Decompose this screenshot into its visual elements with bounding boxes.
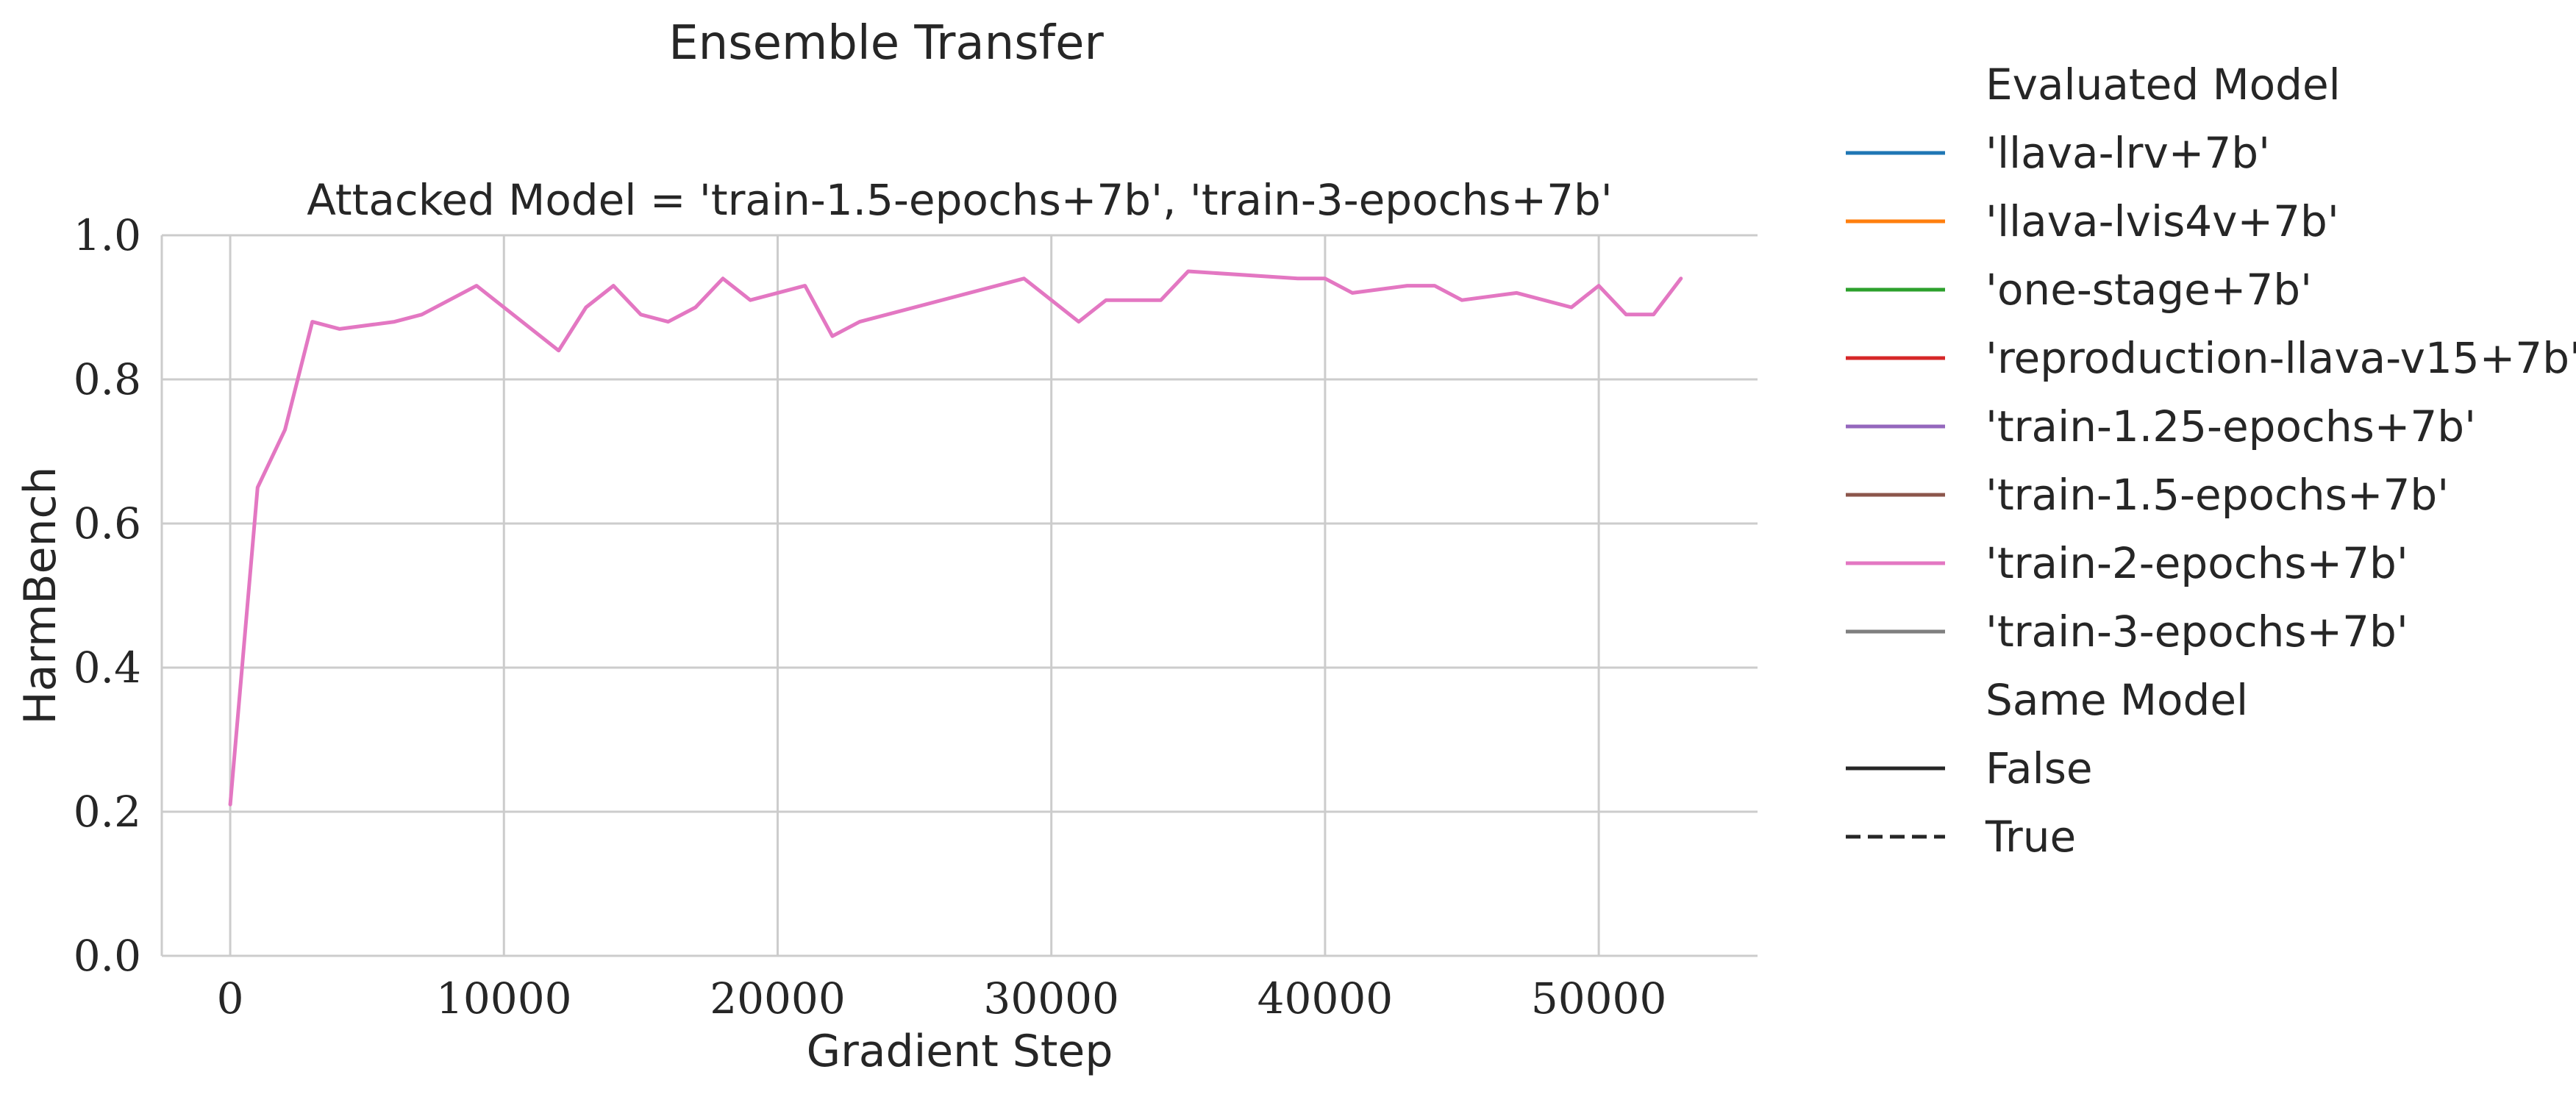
legend-label: 'one-stage+7b' bbox=[1985, 265, 2312, 315]
legend-label: 'train-1.25-epochs+7b' bbox=[1985, 401, 2476, 451]
legend-item: 'train-1.25-epochs+7b' bbox=[1846, 401, 2476, 451]
y-axis-label: HarmBench bbox=[15, 466, 66, 724]
legend-label: False bbox=[1985, 743, 2093, 793]
legend-label: 'train-1.5-epochs+7b' bbox=[1985, 470, 2449, 520]
legend-title-style: Same Model bbox=[1985, 675, 2248, 725]
y-tick-label: 0.2 bbox=[74, 787, 141, 837]
x-tick-label: 20000 bbox=[710, 973, 846, 1023]
legend-item: 'llava-lrv+7b' bbox=[1846, 128, 2270, 178]
legend-item: False bbox=[1846, 743, 2093, 793]
legend-label: 'llava-lrv+7b' bbox=[1985, 128, 2270, 178]
legend-title-hue: Evaluated Model bbox=[1985, 60, 2341, 110]
x-tick-label: 10000 bbox=[436, 973, 572, 1023]
figure-suptitle: Ensemble Transfer bbox=[668, 16, 1104, 71]
series-layer bbox=[228, 269, 1683, 807]
axes-layer bbox=[160, 235, 1758, 957]
legend-item: 'reproduction-llava-v15+7b' bbox=[1846, 333, 2576, 383]
y-tick-label: 0.0 bbox=[74, 931, 141, 981]
y-tick-label: 0.8 bbox=[74, 354, 141, 404]
legend-item: 'train-2-epochs+7b' bbox=[1846, 538, 2408, 588]
legend-label: 'train-2-epochs+7b' bbox=[1985, 538, 2408, 588]
legend-label: 'train-3-epochs+7b' bbox=[1985, 607, 2408, 657]
y-tick-label: 0.4 bbox=[74, 643, 141, 693]
legend-item: 'train-3-epochs+7b' bbox=[1846, 607, 2408, 657]
legend-item: 'train-1.5-epochs+7b' bbox=[1846, 470, 2449, 520]
x-tick-label: 0 bbox=[217, 973, 244, 1023]
panel-title: Attacked Model = 'train-1.5-epochs+7b', … bbox=[307, 175, 1613, 225]
legend-label: 'reproduction-llava-v15+7b' bbox=[1985, 333, 2576, 383]
x-axis-label: Gradient Step bbox=[807, 1026, 1113, 1077]
legend-item: True bbox=[1846, 812, 2076, 862]
y-tick-label: 1.0 bbox=[74, 210, 141, 260]
x-tick-label: 50000 bbox=[1531, 973, 1667, 1023]
y-tick-label: 0.6 bbox=[74, 499, 141, 548]
legend-item: 'one-stage+7b' bbox=[1846, 265, 2312, 315]
legend-label: True bbox=[1985, 812, 2076, 862]
x-tick-label: 30000 bbox=[983, 973, 1119, 1023]
legend-label: 'llava-lvis4v+7b' bbox=[1985, 196, 2339, 246]
legend: Evaluated Model 'llava-lrv+7b' 'llava-lvis… bbox=[1846, 60, 2576, 862]
legend-item: 'llava-lvis4v+7b' bbox=[1846, 196, 2339, 246]
series-line bbox=[228, 269, 1683, 807]
x-tick-label: 40000 bbox=[1257, 973, 1394, 1023]
grid-layer bbox=[162, 234, 1758, 957]
ticks-layer: 0.0 0.2 0.4 0.6 0.8 1.0 0 10000 20000 30000 40000 5… bbox=[74, 210, 1667, 1023]
